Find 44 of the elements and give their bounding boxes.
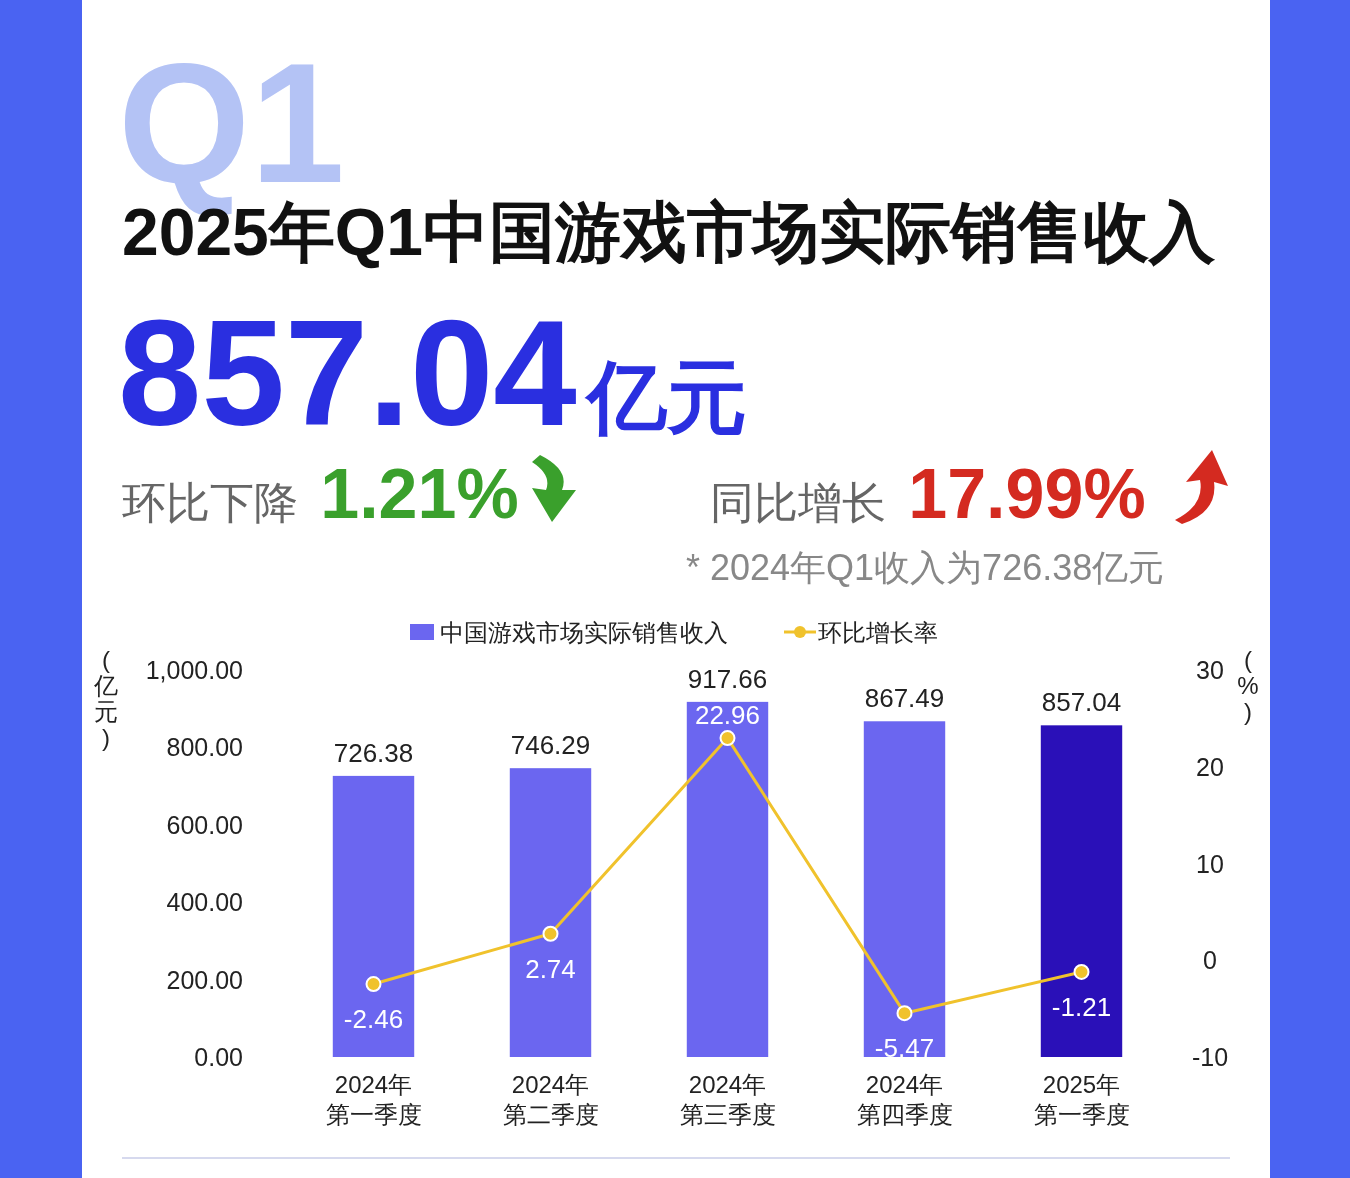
data-label: 857.04 (1041, 687, 1122, 718)
point (719, 730, 736, 747)
bar (332, 775, 415, 1057)
text: 857.04亿元 (118, 289, 747, 457)
data-label: 867.49 (864, 683, 945, 714)
y2-tick-label: -10 (1191, 1043, 1229, 1071)
legend-label: 环比增长率 (818, 619, 938, 646)
y2-tick-label: 20 (1196, 752, 1224, 781)
bar (686, 701, 769, 1057)
data-label: -1.21 (1051, 991, 1112, 1022)
text: * 2024年Q1收入为726.38亿元 (686, 547, 1165, 588)
point (896, 1005, 913, 1022)
x-tick-label: 2024年第四季度 (856, 1071, 953, 1128)
y-tick-label: 800.00 (166, 733, 243, 762)
bar (1040, 725, 1123, 1057)
data-label: -2.46 (343, 1004, 404, 1035)
point (365, 976, 382, 993)
y-tick-label: 400.00 (166, 888, 243, 917)
data-label: 917.66 (687, 663, 768, 694)
y2-tick-label: 0 (1203, 946, 1217, 975)
y-tick-label: 200.00 (166, 965, 243, 994)
point (1073, 963, 1090, 980)
x-tick-label: 2025年第一季度 (1033, 1071, 1130, 1128)
x-tick-label: 2024年第三季度 (679, 1071, 776, 1128)
y-tick-label: 1,000.00 (145, 656, 243, 684)
point (542, 925, 559, 942)
bar (863, 721, 946, 1057)
y-axis-title: (亿元) (93, 646, 118, 751)
x-tick-label: 2024年第二季度 (502, 1071, 599, 1128)
y-tick-label: 0.00 (194, 1043, 243, 1071)
data-label: 22.96 (694, 700, 761, 731)
data-label: -5.47 (874, 1033, 935, 1064)
text: 环比下降 1.21% (122, 455, 519, 533)
text: 同比增长 17.99% (710, 455, 1146, 533)
y-tick-label: 600.00 (166, 810, 243, 839)
y2-tick-label: 30 (1196, 656, 1224, 684)
data-label: 2.74 (525, 953, 576, 984)
data-label: 726.38 (333, 737, 414, 768)
bar (509, 768, 592, 1057)
y2-axis-title: (%) (1237, 646, 1259, 725)
data-label: 746.29 (510, 730, 591, 761)
y2-tick-label: 10 (1196, 849, 1224, 878)
x-tick-label: 2024年第一季度 (325, 1071, 422, 1128)
legend-label: 中国游戏市场实际销售收入 (440, 619, 728, 646)
